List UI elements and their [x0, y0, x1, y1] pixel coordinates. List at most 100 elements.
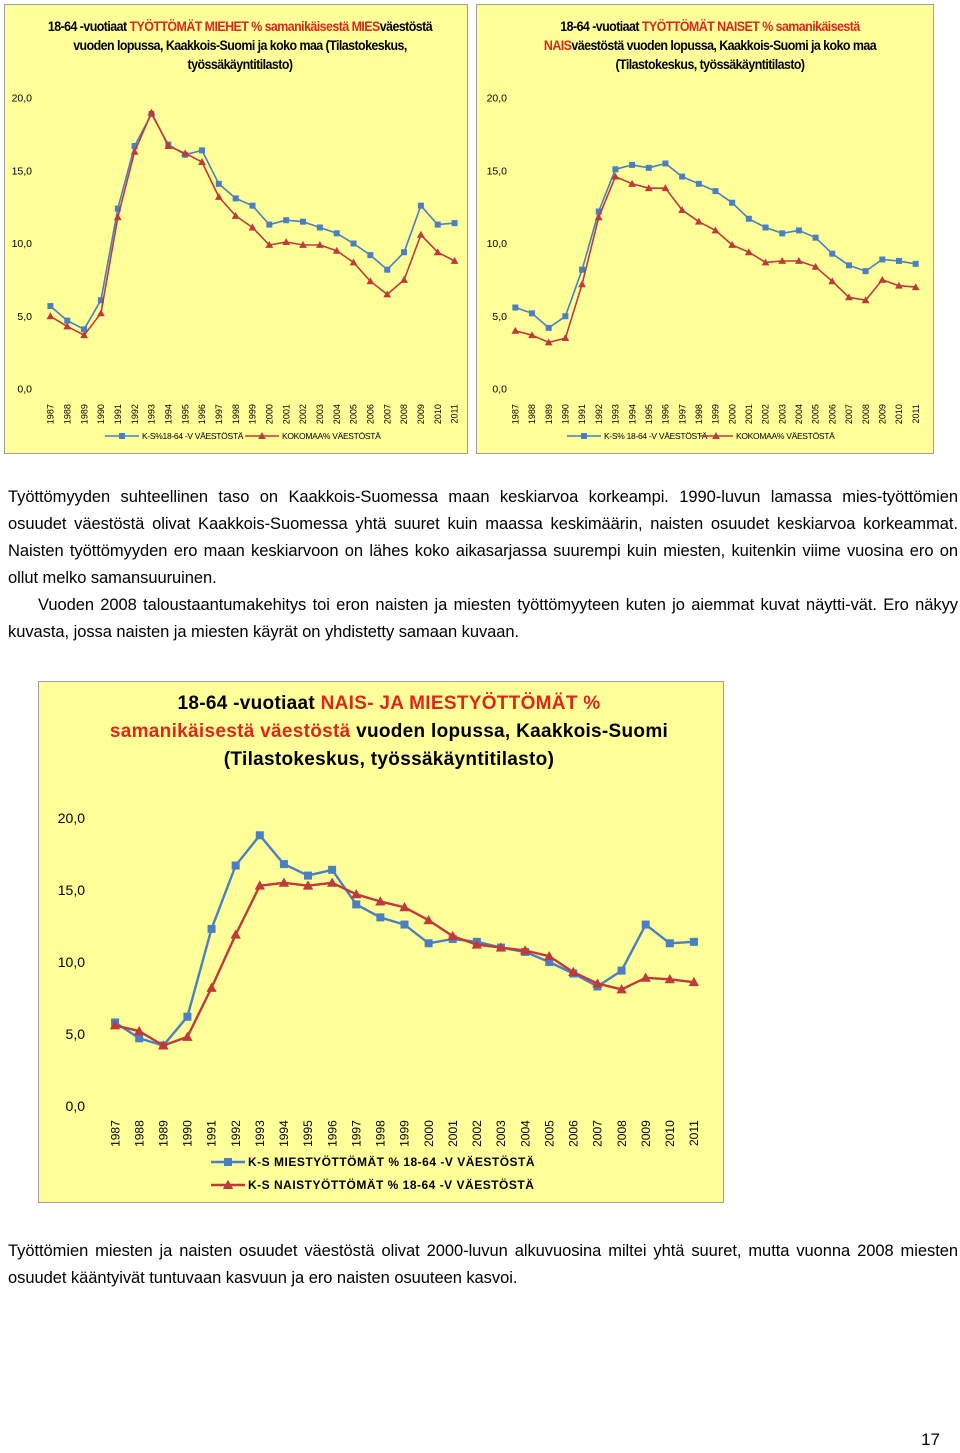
chart-women-xtick-label: 1989	[544, 404, 554, 424]
chart-men-legend-label: K-S%18-64 -V VÄESTÖSTÄ	[142, 431, 244, 441]
chart-combined-series-2-point	[592, 978, 603, 988]
chart-men-xtick-label: 1988	[62, 404, 72, 424]
chart-women-series-1-point	[845, 262, 852, 269]
chart-women-series-1-point	[745, 215, 752, 222]
chart-women-series-1-point	[762, 224, 769, 231]
chart-combined-xtick-label: 1998	[374, 1120, 388, 1147]
chart-men-series-1-point	[64, 317, 71, 324]
chart-combined-series-2-point	[326, 877, 338, 887]
chart-men-legend-marker	[258, 432, 266, 439]
chart-men-series-1-point	[451, 220, 458, 227]
chart-women-series-1-point	[829, 250, 836, 257]
chart-women-series-2-point	[644, 184, 653, 192]
chart-women-series-2-point	[744, 248, 753, 256]
chart-men-xtick-label: 1994	[163, 404, 173, 424]
chart-women-xtick-label: 1990	[561, 404, 571, 424]
chart-men-series-1-point	[417, 202, 424, 209]
chart-women-series-2-point	[528, 331, 536, 339]
chart-men-series-2-point	[265, 240, 274, 248]
chart-men-series-2-point	[417, 230, 425, 238]
chart-combined-legend-marker	[224, 1158, 232, 1166]
chart-women-series-2-point	[578, 280, 586, 288]
chart-women-xtick-label: 1998	[694, 404, 704, 424]
chart-combined-series-2-point	[544, 950, 555, 961]
chart-men-series-1-point	[333, 230, 340, 237]
chart-women-plot: 0,0 5,0 10,0 15,0 20,0 1987 1988 1989 1990 1991 19…	[487, 93, 921, 441]
chart-women-series-1-point	[579, 266, 586, 273]
body-text-lower: Työttömien miesten ja naisten osuudet vä…	[8, 1238, 958, 1292]
chart-men-series-2-point	[433, 248, 442, 256]
chart-men-title-highlight: TYÖTTÖMÄT MIEHET % samanikäisestä MIES	[129, 19, 380, 34]
chart-combined-series-1-point	[279, 860, 288, 869]
chart-combined-ytick-label: 20,0	[58, 810, 85, 826]
chart-combined-series-2-point	[302, 880, 314, 890]
chart-combined-xtick-label: 2001	[446, 1120, 460, 1147]
chart-men-series-1-point	[249, 202, 256, 209]
chart-men-series-2-point	[299, 240, 307, 248]
chart-women-series-1-point	[612, 166, 619, 173]
chart-women-xtick-label: 2009	[877, 404, 887, 424]
chart-women-series-2-point	[861, 296, 870, 304]
chart-combined-series-2-point	[158, 1040, 169, 1050]
chart-women-series-2-point	[511, 326, 520, 334]
chart-men-series-1-line	[49, 113, 455, 331]
chart-women-xtick-label: 1999	[711, 404, 721, 424]
chart-men-series-1-point	[198, 147, 205, 154]
chart-women-series-1-point	[779, 230, 786, 237]
chart-women-xtick-label: 1993	[611, 404, 621, 424]
chart-combined-series-2-point	[351, 889, 362, 899]
chart-men-series-1-point	[47, 303, 54, 310]
chart-men-series-2-point	[282, 238, 291, 246]
chart-men-xtick-label: 2009	[416, 404, 426, 424]
chart-combined-title: 18-64 -vuotiaat NAIS- JA MIESTYÖTTÖMÄT %…	[109, 690, 669, 774]
chart-combined-xtick-label: 1990	[181, 1120, 195, 1147]
chart-women-series-2-point	[611, 172, 620, 180]
chart-men-series-1-point	[131, 143, 138, 150]
chart-women-series-2-point	[661, 184, 670, 192]
chart-women: 18-64 -vuotiaat TYÖTTÖMÄT NAISET % saman…	[476, 4, 934, 454]
chart-women-series-1-point	[712, 188, 719, 195]
chart-combined-ytick-label: 5,0	[66, 1026, 86, 1042]
chart-men-xtick-label: 1992	[130, 404, 140, 424]
chart-combined-series-2-point	[133, 1025, 145, 1036]
chart-combined-plot: 0,0 5,0 10,0 15,0 20,0 1987 1988 1989 1990 1991 19…	[58, 810, 701, 1192]
chart-combined-xtick-label: 2004	[518, 1120, 532, 1147]
chart-combined-series-1-point	[424, 939, 433, 948]
chart-men-series-1-point	[350, 240, 357, 247]
chart-combined-xtick-label: 2000	[422, 1120, 436, 1147]
chart-combined-series-2-point	[688, 976, 700, 987]
chart-men-series-1-point	[215, 180, 222, 187]
chart-women-series-1-point	[545, 324, 552, 331]
chart-women-ytick-label: 10,0	[487, 238, 508, 250]
chart-women-series-1-point	[795, 227, 802, 234]
chart-combined-xtick-label: 1993	[253, 1120, 267, 1147]
chart-men-xtick-label: 1996	[197, 404, 207, 424]
chart-women-series-1-point	[812, 234, 819, 241]
chart-combined-series-2-point	[519, 945, 531, 955]
chart-women-xtick-label: 1995	[644, 404, 654, 424]
chart-combined-series-1-point	[665, 939, 674, 948]
chart-combined-series-2-point	[278, 877, 290, 887]
chart-women-series-1-point	[595, 208, 602, 215]
chart-combined-series-2-point	[399, 902, 410, 912]
chart-men-xtick-label: 2010	[433, 404, 443, 424]
chart-combined-series-1-point	[352, 900, 361, 909]
chart-combined-series-1-point	[641, 920, 650, 929]
chart-men-series-2-point	[164, 142, 173, 149]
chart-women-series-2-point	[628, 179, 636, 187]
chart-combined-series-2-point	[206, 982, 217, 992]
chart-combined-xtick-label: 1988	[132, 1120, 146, 1147]
chart-combined-ytick-label: 15,0	[58, 882, 85, 898]
chart-combined-legend-marker	[222, 1179, 234, 1189]
chart-combined-series-1-point	[304, 871, 313, 880]
chart-combined-series-1-point	[689, 937, 698, 946]
chart-men-series-2-point	[147, 108, 156, 116]
chart-men-series-1-point	[367, 252, 374, 259]
chart-men-series-2-point	[97, 309, 105, 317]
chart-men-series-2-point	[46, 312, 55, 320]
chart-men-xtick-label: 2001	[281, 404, 291, 424]
chart-combined-xtick-label: 1989	[157, 1120, 171, 1147]
chart-combined-xtick-label: 2007	[591, 1120, 605, 1147]
chart-women-series-1-point	[695, 180, 702, 187]
chart-men-xtick-label: 2000	[264, 404, 274, 424]
